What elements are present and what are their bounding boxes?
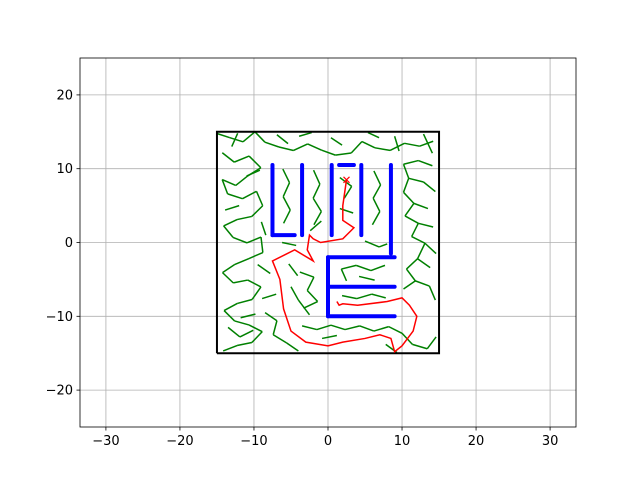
x-tick-label-6: 30 (542, 434, 559, 449)
x-tick-label-1: −20 (166, 434, 193, 449)
y-tick-label-1: −10 (46, 310, 73, 325)
y-tick-label-3: 10 (56, 162, 73, 177)
y-tick-label-2: 0 (65, 236, 73, 251)
x-tick-label-5: 20 (468, 434, 485, 449)
x-tick-label-0: −30 (92, 434, 119, 449)
y-tick-label-0: −20 (46, 384, 73, 399)
x-tick-label-3: 0 (324, 434, 332, 449)
y-tick-label-4: 20 (56, 88, 73, 103)
x-tick-label-4: 10 (394, 434, 411, 449)
x-tick-label-2: −10 (240, 434, 267, 449)
